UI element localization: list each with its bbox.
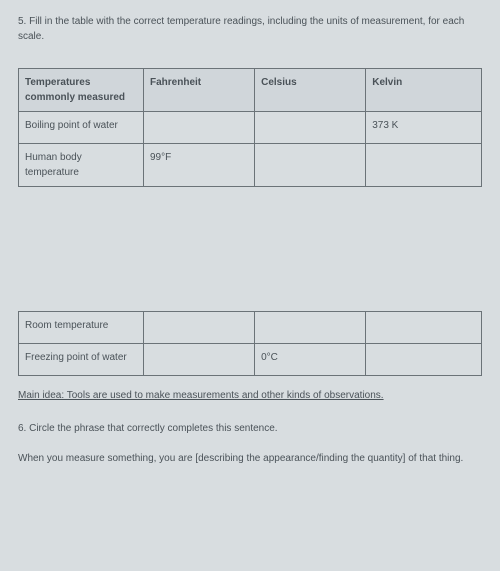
question-5-prompt: 5. Fill in the table with the correct te… — [18, 14, 482, 44]
cell-fahrenheit[interactable] — [144, 312, 255, 344]
temperature-table-2: Room temperature Freezing point of water… — [18, 311, 482, 376]
cell-celsius[interactable] — [255, 112, 366, 144]
row-label: Room temperature — [19, 312, 144, 344]
main-idea-text: Main idea: Tools are used to make measur… — [18, 388, 482, 403]
row-label: Boiling point of water — [19, 112, 144, 144]
cell-kelvin[interactable]: 373 K — [366, 112, 482, 144]
header-fahrenheit: Fahrenheit — [144, 69, 255, 112]
question-6-sentence: When you measure something, you are [des… — [18, 450, 482, 468]
cell-fahrenheit[interactable] — [144, 344, 255, 376]
row-label: Human body temperature — [19, 144, 144, 187]
cell-kelvin[interactable] — [366, 144, 482, 187]
table-row: Freezing point of water 0°C — [19, 344, 482, 376]
row-label: Freezing point of water — [19, 344, 144, 376]
cell-celsius[interactable]: 0°C — [255, 344, 366, 376]
cell-kelvin[interactable] — [366, 344, 482, 376]
cell-celsius[interactable] — [255, 144, 366, 187]
table-row: Room temperature — [19, 312, 482, 344]
cell-celsius[interactable] — [255, 312, 366, 344]
table-header-row: Temperatures commonly measured Fahrenhei… — [19, 69, 482, 112]
question-6-prompt: 6. Circle the phrase that correctly comp… — [18, 421, 482, 436]
cell-fahrenheit[interactable] — [144, 112, 255, 144]
table-row: Boiling point of water 373 K — [19, 112, 482, 144]
temperature-table-1: Temperatures commonly measured Fahrenhei… — [18, 68, 482, 187]
header-celsius: Celsius — [255, 69, 366, 112]
header-kelvin: Kelvin — [366, 69, 482, 112]
cell-kelvin[interactable] — [366, 312, 482, 344]
table-row: Human body temperature 99°F — [19, 144, 482, 187]
cell-fahrenheit[interactable]: 99°F — [144, 144, 255, 187]
header-temperatures: Temperatures commonly measured — [19, 69, 144, 112]
